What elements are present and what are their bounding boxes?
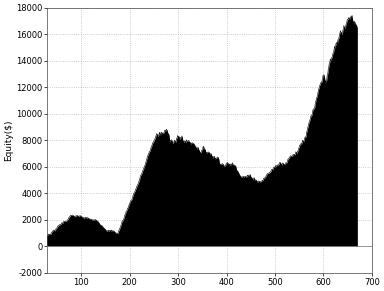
Y-axis label: Equity($): Equity($): [4, 120, 13, 161]
